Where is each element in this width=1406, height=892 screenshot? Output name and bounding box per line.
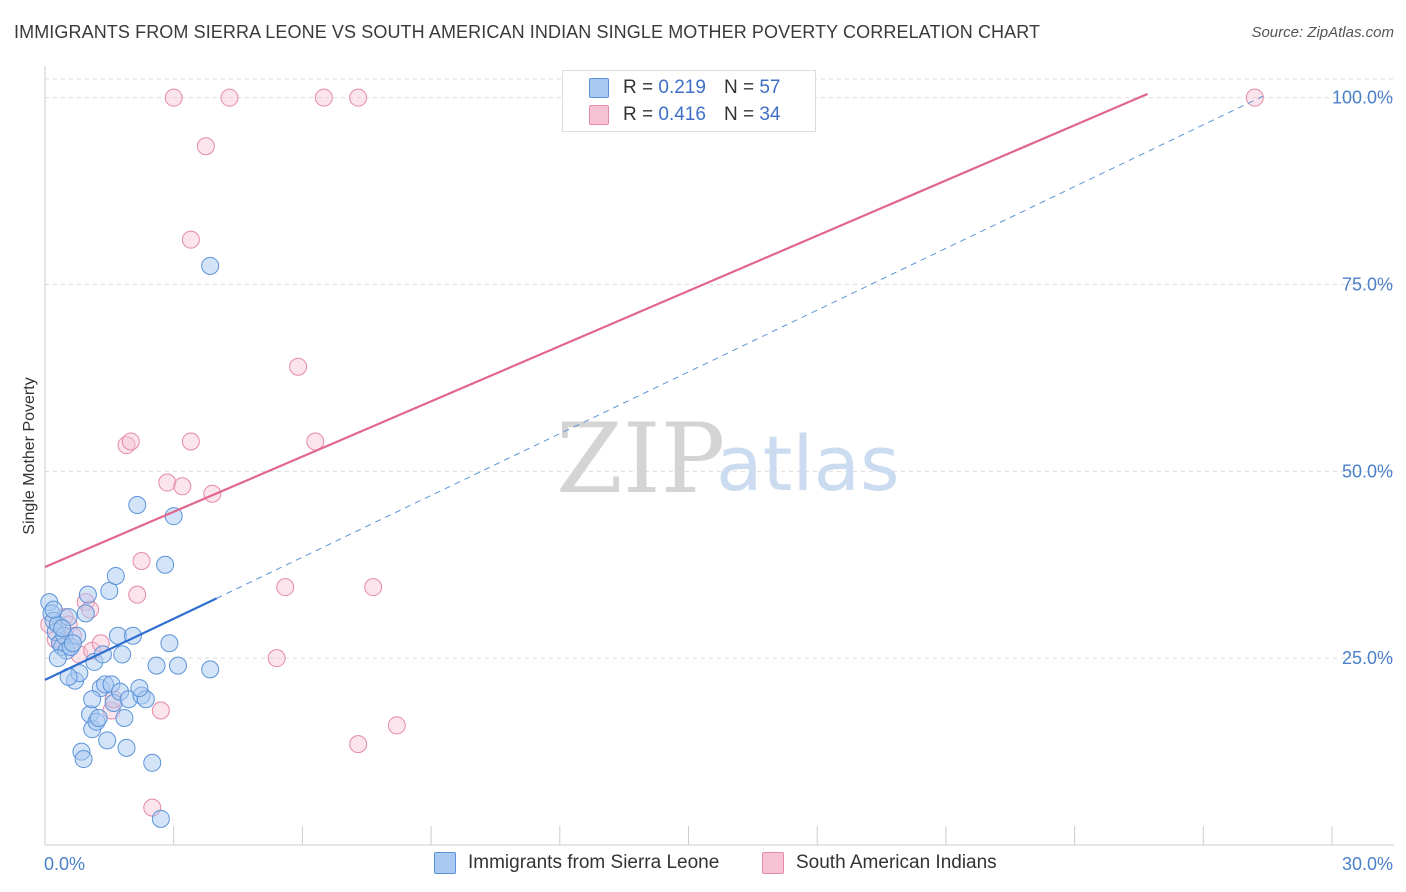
- x-tick-label-min: 0.0%: [44, 854, 85, 874]
- y-tick-label: 75.0%: [1342, 275, 1393, 295]
- point-south-american-indians: [276, 578, 295, 597]
- y-tick-label: 50.0%: [1342, 461, 1393, 481]
- legend-n-label: N =: [723, 104, 755, 125]
- point-sierra-leone: [201, 256, 220, 275]
- point-south-american-indians: [349, 735, 368, 754]
- point-sierra-leone: [44, 600, 63, 619]
- point-south-american-indians: [196, 137, 215, 156]
- point-sierra-leone: [156, 555, 175, 574]
- point-sierra-leone: [160, 634, 179, 653]
- point-sierra-leone: [151, 809, 170, 828]
- series-sierra-leone: [40, 256, 220, 828]
- point-south-american-indians: [158, 473, 177, 492]
- point-south-american-indians: [181, 230, 200, 249]
- legend-r-label: R =: [623, 77, 654, 98]
- point-south-american-indians: [132, 552, 151, 571]
- point-south-american-indians: [164, 88, 183, 107]
- point-sierra-leone: [168, 656, 187, 675]
- correlation-legend: R = 0.219 N = 57 R = 0.416 N = 34: [562, 70, 816, 132]
- point-sierra-leone: [130, 679, 149, 698]
- legend-n-label: N =: [723, 77, 755, 98]
- point-sierra-leone: [115, 708, 134, 727]
- y-tick-label: 25.0%: [1342, 648, 1393, 668]
- legend-swatch-pink: [589, 105, 609, 125]
- series-legend: Immigrants from Sierra Leone South Ameri…: [0, 852, 1406, 878]
- grid-lines: [45, 78, 1394, 659]
- point-south-american-indians: [289, 357, 308, 376]
- point-south-american-indians: [173, 477, 192, 496]
- legend-swatch-sierra-leone: [434, 852, 456, 874]
- y-tick-label: 100.0%: [1332, 88, 1393, 108]
- point-south-american-indians: [387, 716, 406, 735]
- legend-n-value-pink: 34: [759, 104, 781, 125]
- point-sierra-leone: [143, 753, 162, 772]
- point-south-american-indians: [314, 88, 333, 107]
- trend-lines: [44, 92, 1268, 681]
- point-sierra-leone: [63, 634, 82, 653]
- legend-item-south-american-indians[interactable]: South American Indians: [762, 852, 997, 874]
- legend-r-value-pink: 0.416: [658, 104, 706, 125]
- point-sierra-leone: [113, 645, 132, 664]
- tick-labels: 25.0% 50.0% 75.0% 100.0% 0.0% 30.0%: [44, 88, 1393, 874]
- point-sierra-leone: [117, 738, 136, 757]
- y-axis-label: Single Mother Poverty: [21, 377, 38, 534]
- legend-swatch-south-american-indians: [762, 852, 784, 874]
- legend-swatch-blue: [589, 78, 609, 98]
- point-south-american-indians: [364, 578, 383, 597]
- point-sierra-leone: [201, 660, 220, 679]
- point-sierra-leone: [78, 585, 97, 604]
- point-south-american-indians: [181, 432, 200, 451]
- point-sierra-leone: [48, 649, 67, 668]
- trend-sierra-leone: [44, 597, 218, 681]
- point-sierra-leone: [100, 581, 119, 600]
- chart-title: IMMIGRANTS FROM SIERRA LEONE VS SOUTH AM…: [14, 22, 1041, 42]
- legend-row-pink: R = 0.416 N = 34: [589, 102, 780, 128]
- axes: [44, 66, 1394, 846]
- point-sierra-leone: [98, 731, 117, 750]
- point-south-american-indians: [349, 88, 368, 107]
- x-tick-label-max: 30.0%: [1342, 854, 1393, 874]
- watermark-atlas: atlas: [716, 419, 900, 508]
- point-sierra-leone: [89, 708, 108, 727]
- point-sierra-leone: [74, 750, 93, 769]
- legend-r-label: R =: [623, 104, 654, 125]
- legend-n-value-blue: 57: [759, 77, 781, 98]
- point-sierra-leone: [128, 495, 147, 514]
- point-south-american-indians: [128, 585, 147, 604]
- point-sierra-leone: [83, 690, 102, 709]
- legend-row-blue: R = 0.219 N = 57: [589, 75, 780, 101]
- watermark: ZIP atlas: [556, 403, 900, 515]
- point-south-american-indians: [220, 88, 239, 107]
- point-sierra-leone: [53, 619, 72, 638]
- point-south-american-indians: [121, 432, 140, 451]
- point-sierra-leone: [76, 604, 95, 623]
- legend-label-sierra-leone: Immigrants from Sierra Leone: [468, 852, 720, 873]
- trend-sierra-leone-extension: [216, 93, 1268, 599]
- point-south-american-indians: [151, 701, 170, 720]
- chart-source: Source: ZipAtlas.com: [1251, 24, 1394, 41]
- point-south-american-indians: [267, 649, 286, 668]
- point-sierra-leone: [106, 566, 125, 585]
- trend-south-american-indians: [44, 92, 1148, 569]
- legend-item-sierra-leone[interactable]: Immigrants from Sierra Leone: [434, 852, 719, 874]
- legend-label-south-american-indians: South American Indians: [796, 852, 997, 873]
- watermark-zip: ZIP: [556, 403, 725, 515]
- point-sierra-leone: [147, 656, 166, 675]
- legend-r-value-blue: 0.219: [658, 77, 706, 98]
